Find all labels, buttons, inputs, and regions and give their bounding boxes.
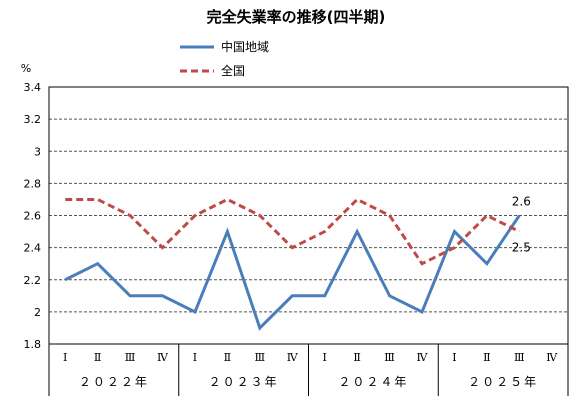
x-tick-label: Ⅳ [157, 351, 169, 364]
x-year-label: ２０２４年 [338, 375, 408, 389]
x-tick-label: Ⅲ [255, 351, 266, 364]
y-tick-label: 3.2 [24, 113, 42, 126]
x-year-label: ２０２２年 [79, 375, 149, 389]
x-tick-label: Ⅰ [452, 351, 456, 364]
x-axis: Ⅰ Ⅱ Ⅲ Ⅳ Ⅰ Ⅱ Ⅲ Ⅳ Ⅰ Ⅱ Ⅲ Ⅳ Ⅰ Ⅱ Ⅲ Ⅳ ２０２２年 ２０２３年 ２０２４年 ２０２５年 [48, 344, 569, 396]
y-tick-label: 3.4 [24, 81, 42, 94]
gridlines [49, 118, 568, 313]
y-tick-label: 2.4 [24, 242, 42, 255]
legend-label: 全国 [221, 63, 245, 78]
x-tick-label: Ⅲ [125, 351, 136, 364]
y-tick-label: 2.6 [24, 210, 42, 223]
y-tick-label: 2.2 [24, 274, 42, 287]
x-tick-label: Ⅰ [63, 351, 67, 364]
data-label: 2.6 [512, 195, 531, 209]
x-tick-label: Ⅱ [353, 351, 360, 364]
y-axis-unit: % [21, 62, 31, 75]
x-tick-label: Ⅲ [384, 351, 395, 364]
y-tick-label: 3 [34, 145, 41, 158]
data-label: 2.5 [512, 241, 531, 255]
y-axis-ticks: 1.8 2 2.2 2.4 2.6 2.8 3 3.2 3.4 [24, 81, 42, 351]
chart-title: 完全失業率の推移(四半期) [207, 8, 386, 26]
series-line-1 [64, 214, 521, 331]
x-tick-label: Ⅱ [483, 351, 490, 364]
x-year-label: ２０２３年 [209, 375, 279, 389]
x-tick-label: Ⅳ [546, 351, 558, 364]
y-tick-label: 2 [34, 306, 41, 319]
x-tick-label: Ⅳ [417, 351, 429, 364]
x-year-label: ２０２５年 [468, 375, 538, 389]
data-labels: 2.6 2.5 [512, 195, 531, 255]
legend-label: 中国地域 [221, 39, 269, 54]
series-layer [64, 197, 521, 331]
y-tick-label: 2.8 [24, 177, 42, 190]
x-tick-label: Ⅳ [287, 351, 299, 364]
y-tick-label: 1.8 [24, 338, 42, 351]
x-tick-label: Ⅱ [224, 351, 231, 364]
x-tick-label: Ⅰ [193, 351, 197, 364]
x-tick-label: Ⅱ [94, 351, 101, 364]
x-tick-label: Ⅰ [323, 351, 327, 364]
series-line-2 [65, 197, 521, 266]
x-tick-label: Ⅲ [514, 351, 525, 364]
